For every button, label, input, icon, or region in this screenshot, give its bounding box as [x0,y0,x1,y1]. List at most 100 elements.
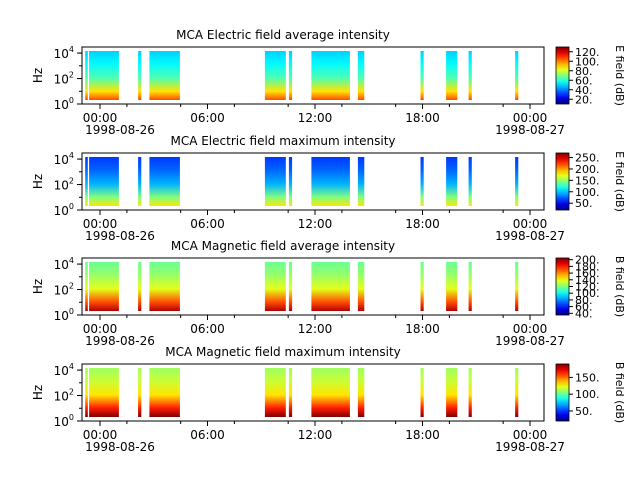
spectrogram-segment [515,368,519,417]
x-date-label: 1998-08-26 [85,123,155,137]
spectrogram-segment [138,368,142,417]
y-axis-label: Hz [31,279,45,294]
colorbar: 250.200.150.100.50. E field (dB) [555,151,626,212]
x-tick-label: 18:00 [405,428,440,442]
y-tick-label: 104 [54,362,74,378]
y-tick-label: 100 [54,96,74,112]
spectrogram-segment [357,51,365,100]
plot-frame [81,363,545,422]
colorbar: 150. 100. 50. B field (dB) [555,362,626,423]
x-date-label: 1998-08-27 [495,334,565,348]
spectrogram-segment [264,157,286,206]
x-tick-label: 06:00 [190,217,225,231]
colorbar-label: B field (dB) [613,362,626,423]
colorbar-tick-label: 200. [575,163,600,176]
colorbar-tick-label: 50. [575,405,593,418]
spectrogram-segment [85,51,88,100]
colorbar-tick-label: 40. [575,307,593,320]
spectrogram-segment [468,157,472,206]
x-tick-label: 12:00 [298,217,333,231]
colorbar-tick-label: 80. [575,65,593,78]
y-tick-label: 100 [54,413,74,429]
plot-frame [81,46,545,105]
panel-title: MCA Magnetic field maximum intensity [165,345,401,359]
spectrogram-segment [357,262,365,311]
x-date-label: 1998-08-26 [85,334,155,348]
colorbar-tick-label: 200. [575,254,600,267]
y-axis-label: Hz [31,68,45,83]
x-tick-label: 00:00 [83,322,118,336]
x-tick-label: 18:00 [405,111,440,125]
y-axis-label: Hz [31,174,45,189]
spectrogram-segment [149,368,180,417]
y-tick-label: 100 [54,307,74,323]
x-tick-label: 12:00 [298,322,333,336]
colorbar-tick-label: 150. [575,371,600,384]
colorbar-tick-label: 180. [575,260,600,273]
spectrogram-segment [446,157,458,206]
x-tick-label: 00:00 [83,428,118,442]
panel-1: MCA Electric field average intensity Hz 10… [31,28,626,137]
colorbar-tick-label: 250. [575,152,600,165]
spectrogram-segment [288,368,293,417]
x-tick-label: 00:00 [513,111,548,125]
x-tick-label: 00:00 [513,322,548,336]
x-date-label: 1998-08-26 [85,229,155,243]
panel-4: MCA Magnetic field maximum intensity Hz 10… [31,345,626,454]
x-tick-label: 12:00 [298,428,333,442]
spectrogram-segment [420,157,424,206]
x-date-label: 1998-08-27 [495,123,565,137]
spectrogram-segment [311,51,350,100]
x-tick-label: 00:00 [513,428,548,442]
y-tick-label: 102 [54,388,74,404]
colorbar-tick-label: 120. [575,281,600,294]
colorbar-tick-label: 100. [575,388,600,401]
spectrogram-segment [515,262,519,311]
y-tick-label: 102 [54,282,74,298]
spectrogram-segment [149,51,180,100]
colorbar-tick-label: 60. [575,74,593,87]
colorbar-tick-label: 120. [575,46,600,59]
x-tick-label: 06:00 [190,111,225,125]
spectrogram-segment [138,262,142,311]
x-tick-label: 06:00 [190,322,225,336]
x-tick-label: 06:00 [190,428,225,442]
colorbar-tick-label: 50. [575,197,593,210]
spectrogram-segment [264,262,286,311]
colorbar-label: E field (dB) [613,151,626,212]
y-tick-label: 104 [54,45,74,61]
spectrogram-segment [515,51,519,100]
colorbar-tick-label: 20. [575,93,593,106]
x-date-label: 1998-08-27 [495,229,565,243]
colorbar-ramp [555,152,570,211]
colorbar-tick-label: 40. [575,84,593,97]
panel-3: MCA Magnetic field average intensity Hz 10… [31,239,626,348]
panel-2: MCA Electric field maximum intensity Hz 10… [31,134,626,243]
colorbar-tick-label: 100. [575,287,600,300]
x-tick-label: 00:00 [513,217,548,231]
spectrogram-segment [288,262,293,311]
spectrogram-segment [288,51,293,100]
spectrogram-segment [446,368,458,417]
colorbar-tick-label: 60. [575,301,593,314]
colorbar-tick-label: 140. [575,274,600,287]
panel-title: MCA Magnetic field average intensity [171,239,395,253]
colorbar-ramp [555,257,570,316]
spectrogram-segment [420,262,424,311]
spectrogram-segment [264,368,286,417]
colorbar: 200.180.160.140.120.100.80.60.40. B field… [555,254,626,320]
colorbar-ramp [555,363,570,422]
spectrogram-segment [515,157,519,206]
spectrogram-segment [264,51,286,100]
spectrogram-segment [89,157,119,206]
spectrogram-segment [446,51,458,100]
x-tick-label: 18:00 [405,217,440,231]
colorbar-ramp [555,46,570,105]
colorbar-label: B field (dB) [613,256,626,317]
panel-title: MCA Electric field maximum intensity [170,134,395,148]
spectrogram-segment [420,368,424,417]
y-tick-label: 102 [54,71,74,87]
x-tick-label: 00:00 [83,111,118,125]
spectrogram-segment [311,157,350,206]
spectrogram-segment [85,262,88,311]
